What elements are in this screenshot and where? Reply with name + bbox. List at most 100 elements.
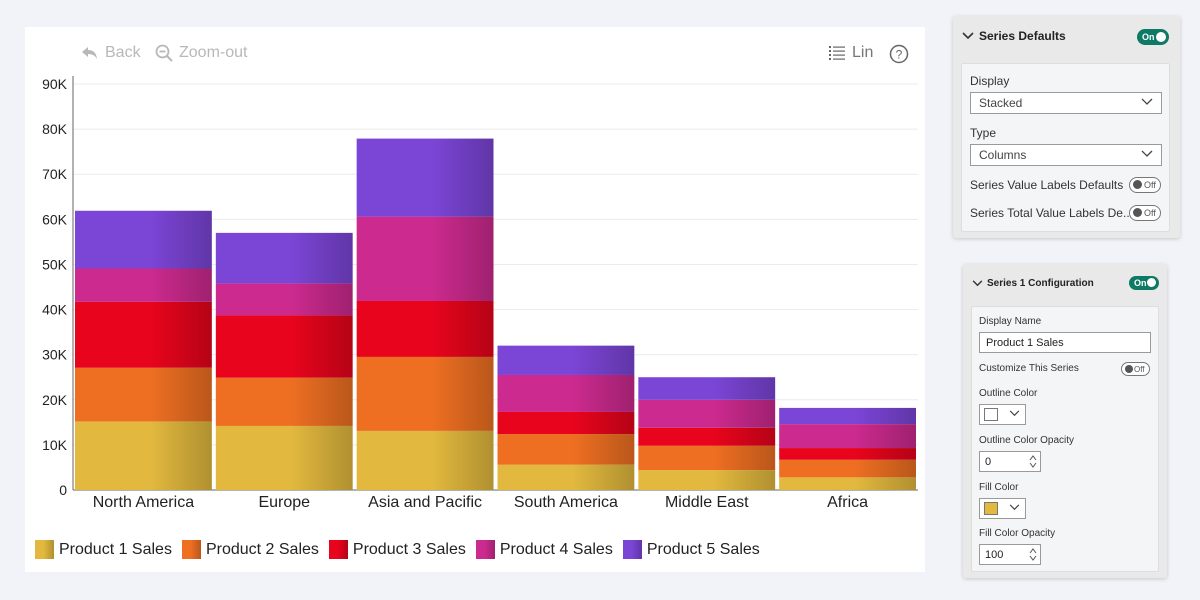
- type-select[interactable]: Columns: [970, 144, 1162, 166]
- x-tick-label: South America: [514, 494, 618, 511]
- chart-legend: Product 1 Sales Product 2 Sales Product 3 …: [35, 540, 760, 559]
- bar-segment: [497, 464, 635, 490]
- toggle-text: Off: [1144, 208, 1156, 218]
- bar-segment: [356, 138, 494, 217]
- display-name-input[interactable]: Product 1 Sales: [979, 332, 1151, 353]
- bar-segment: [779, 407, 916, 425]
- y-tick-label: 70K: [42, 166, 68, 182]
- chevron-down-icon: [962, 32, 974, 40]
- y-tick-label: 30K: [42, 347, 68, 363]
- bar-segment: [75, 301, 212, 368]
- spinner-icon[interactable]: [1029, 547, 1037, 562]
- zoom-out-icon: [155, 44, 173, 62]
- legend-item[interactable]: Product 2 Sales: [181, 540, 319, 559]
- series-defaults-header[interactable]: Series Defaults On: [953, 16, 1180, 56]
- fill-color-picker[interactable]: [979, 498, 1026, 519]
- bar-segment: [638, 427, 776, 446]
- x-tick-label: Africa: [827, 494, 868, 511]
- bar-segment: [75, 367, 212, 422]
- series-config-toggle[interactable]: On: [1129, 276, 1159, 290]
- toggle-knob: [1156, 32, 1166, 42]
- outline-opacity-value: 0: [985, 455, 992, 468]
- bar-segment: [638, 377, 776, 400]
- bar-segment: [356, 300, 494, 357]
- bar-segment: [215, 377, 353, 426]
- bar-segment: [215, 425, 353, 490]
- series-config-header[interactable]: Series 1 Configuration On: [963, 264, 1167, 302]
- svg-text:?: ?: [896, 48, 903, 62]
- series-config-body: Display Name Product 1 Sales Customize T…: [971, 306, 1159, 572]
- zoom-out-button[interactable]: Zoom-out: [155, 44, 247, 62]
- legend-item[interactable]: Product 3 Sales: [328, 540, 466, 559]
- display-value: Stacked: [979, 96, 1023, 110]
- back-label: Back: [105, 44, 141, 61]
- value-labels-label: Series Value Labels Defaults: [970, 178, 1124, 192]
- display-label: Display: [970, 74, 1010, 88]
- value-labels-toggle[interactable]: Off: [1129, 177, 1161, 193]
- back-arrow-icon: [82, 47, 97, 59]
- bar-segment: [75, 268, 212, 302]
- y-tick-label: 20K: [42, 392, 68, 408]
- chevron-down-icon: [972, 279, 983, 286]
- display-select[interactable]: Stacked: [970, 92, 1162, 114]
- chevron-down-icon: [1141, 150, 1153, 157]
- y-tick-label: 60K: [42, 211, 68, 227]
- toggle-knob: [1133, 180, 1142, 189]
- total-labels-label: Series Total Value Labels De...: [970, 206, 1133, 220]
- type-value: Columns: [979, 148, 1027, 162]
- fill-opacity-label: Fill Color Opacity: [979, 528, 1056, 539]
- outline-color-picker[interactable]: [979, 404, 1026, 425]
- help-button[interactable]: ?: [889, 44, 909, 64]
- legend-item[interactable]: Product 4 Sales: [475, 540, 613, 559]
- fill-color-label: Fill Color: [979, 482, 1019, 493]
- toggle-text: Off: [1144, 180, 1156, 190]
- bar-segment: [497, 434, 635, 465]
- series-config-title: Series 1 Configuration: [987, 277, 1094, 289]
- fill-opacity-value: 100: [985, 548, 1004, 561]
- customize-toggle[interactable]: Off: [1121, 362, 1150, 376]
- back-button[interactable]: Back: [81, 44, 141, 62]
- bar-segment: [779, 459, 916, 478]
- bar-segment: [75, 421, 212, 490]
- color-swatch: [984, 408, 998, 421]
- customize-label: Customize This Series: [979, 363, 1079, 374]
- legend-item[interactable]: Product 5 Sales: [622, 540, 760, 559]
- bar-segment: [638, 470, 776, 490]
- y-tick-label: 0: [59, 482, 67, 498]
- chevron-down-icon: [1009, 504, 1020, 511]
- legend-swatch: [35, 540, 54, 559]
- bar-segment: [779, 477, 916, 490]
- legend-item[interactable]: Product 1 Sales: [35, 540, 172, 559]
- chevron-down-icon: [1141, 98, 1153, 105]
- outline-opacity-input[interactable]: 0: [979, 451, 1041, 472]
- bar-segment: [215, 283, 353, 316]
- toggle-knob: [1147, 278, 1156, 287]
- series-defaults-toggle[interactable]: On: [1137, 29, 1169, 45]
- y-tick-label: 80K: [42, 121, 68, 137]
- zoom-out-label: Zoom-out: [179, 44, 248, 61]
- series-defaults-title: Series Defaults: [979, 29, 1066, 43]
- color-swatch: [984, 502, 998, 515]
- bar-segment: [497, 411, 635, 435]
- outline-color-label: Outline Color: [979, 388, 1038, 399]
- legend-swatch: [622, 540, 642, 559]
- bar-segment: [779, 424, 916, 449]
- legend-label: Product 1 Sales: [59, 540, 172, 558]
- bar-segment: [356, 216, 494, 301]
- spinner-icon[interactable]: [1029, 454, 1037, 469]
- bar-segment: [638, 399, 776, 428]
- scale-toggle-button[interactable]: Lin: [829, 44, 873, 62]
- chart-card: Back Zoom-out Lin ? 0 10K 20K 30K 40K 50K 60K 7…: [25, 27, 925, 572]
- x-tick-label: North America: [93, 494, 194, 511]
- legend-label: Product 4 Sales: [499, 540, 613, 558]
- series-defaults-body: Display Stacked Type Columns Series Valu…: [961, 63, 1170, 232]
- help-icon: ?: [889, 44, 909, 64]
- fill-opacity-input[interactable]: 100: [979, 544, 1041, 565]
- scale-label: Lin: [852, 44, 874, 61]
- bar-segment: [215, 232, 353, 284]
- x-tick-label: Europe: [258, 494, 310, 511]
- legend-swatch: [181, 540, 201, 559]
- total-labels-toggle[interactable]: Off: [1129, 205, 1161, 221]
- legend-swatch: [328, 540, 348, 559]
- type-label: Type: [970, 126, 997, 140]
